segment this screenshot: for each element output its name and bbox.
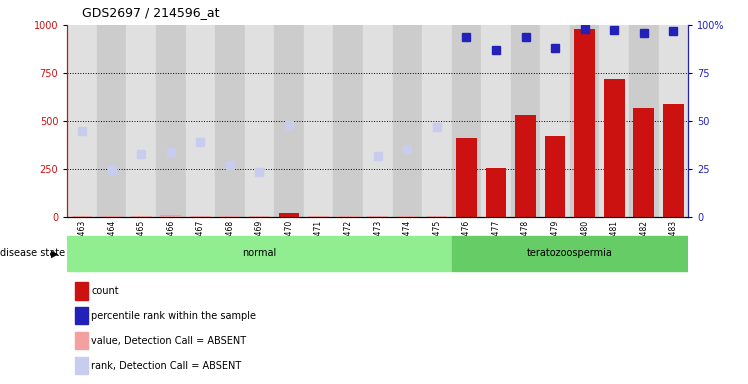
Bar: [67, 25, 97, 217]
Bar: [604, 79, 625, 217]
Bar: [304, 25, 334, 217]
Bar: [540, 25, 570, 217]
Bar: [215, 25, 245, 217]
Bar: [249, 216, 270, 217]
Bar: [515, 115, 536, 217]
Bar: [338, 216, 358, 217]
Text: disease state: disease state: [0, 248, 65, 258]
Bar: [186, 25, 215, 217]
Bar: [663, 104, 684, 217]
Bar: [511, 25, 540, 217]
Bar: [67, 236, 452, 271]
Bar: [367, 216, 388, 217]
Bar: [422, 25, 452, 217]
Bar: [426, 216, 447, 217]
Bar: [452, 25, 481, 217]
Text: normal: normal: [242, 248, 277, 258]
Text: value, Detection Call = ABSENT: value, Detection Call = ABSENT: [91, 336, 246, 346]
Bar: [599, 25, 629, 217]
Bar: [161, 215, 181, 217]
Bar: [574, 29, 595, 217]
Bar: [634, 108, 654, 217]
Bar: [279, 213, 299, 217]
Bar: [275, 25, 304, 217]
Bar: [481, 25, 511, 217]
Bar: [545, 136, 565, 217]
Bar: [363, 25, 393, 217]
Bar: [220, 216, 240, 217]
Bar: [190, 216, 211, 217]
Text: count: count: [91, 286, 119, 296]
Bar: [131, 216, 152, 217]
Bar: [393, 25, 422, 217]
Bar: [452, 236, 688, 271]
Bar: [156, 25, 186, 217]
Bar: [334, 25, 363, 217]
Text: GDS2697 / 214596_at: GDS2697 / 214596_at: [82, 6, 220, 19]
Bar: [397, 216, 417, 217]
Bar: [570, 25, 599, 217]
Text: teratozoospermia: teratozoospermia: [527, 248, 613, 258]
Bar: [126, 25, 156, 217]
Bar: [629, 25, 658, 217]
Bar: [97, 25, 126, 217]
Bar: [72, 216, 93, 217]
Text: percentile rank within the sample: percentile rank within the sample: [91, 311, 257, 321]
Bar: [245, 25, 275, 217]
Bar: [658, 25, 688, 217]
Bar: [456, 138, 476, 217]
Bar: [485, 168, 506, 217]
Bar: [308, 216, 329, 217]
Text: rank, Detection Call = ABSENT: rank, Detection Call = ABSENT: [91, 361, 242, 371]
Text: ▶: ▶: [51, 248, 58, 258]
